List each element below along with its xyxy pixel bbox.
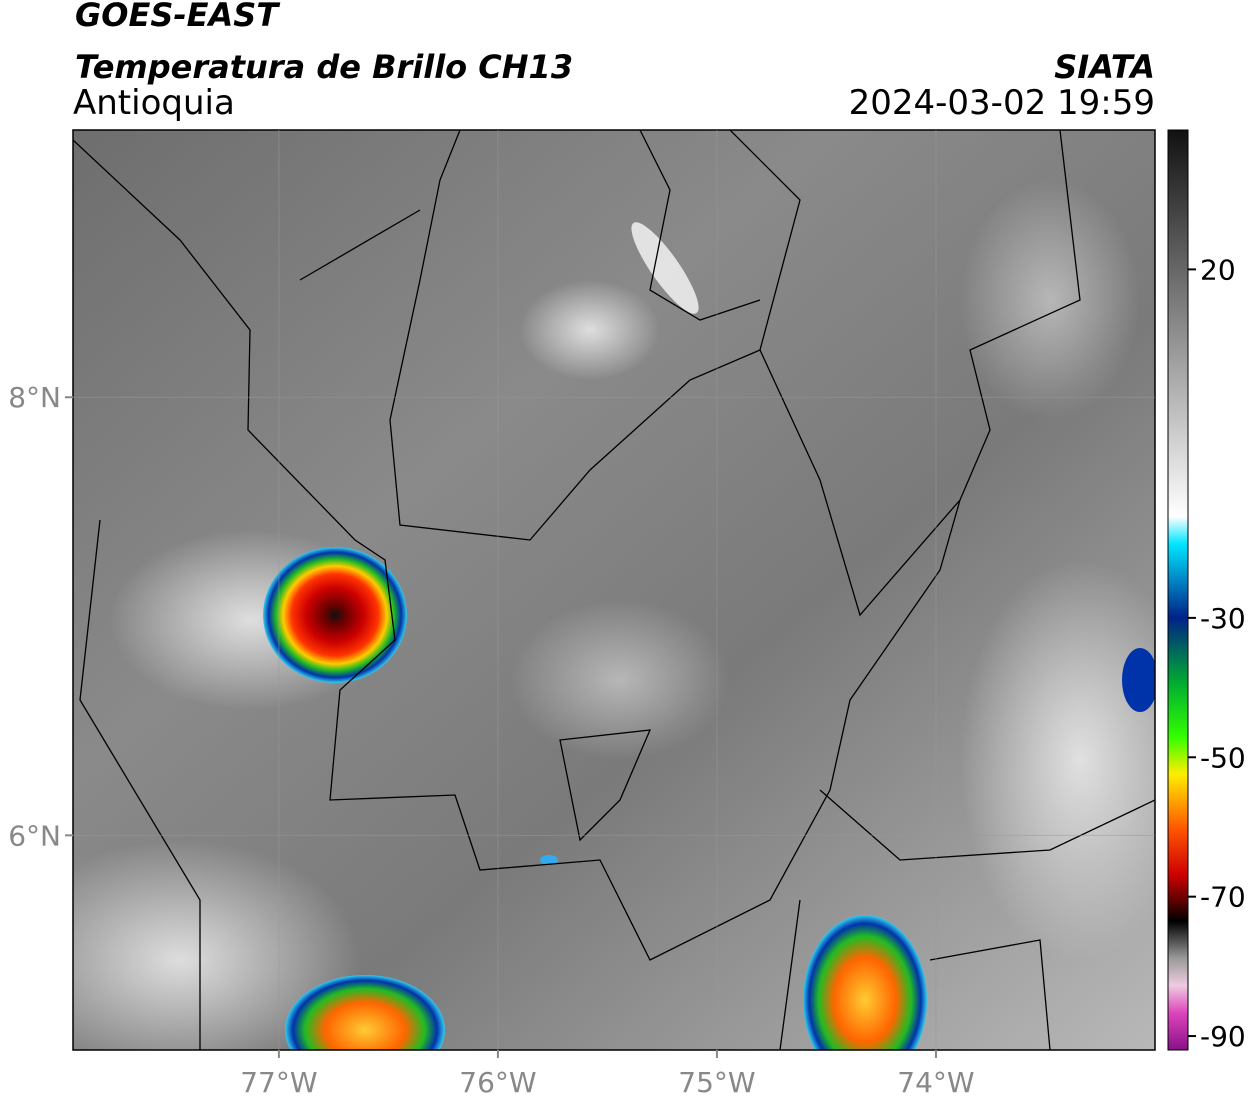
subtitle: Temperatura de Brillo CH13 bbox=[75, 48, 573, 86]
datetime: 2024-03-02 19:59 bbox=[849, 83, 1155, 123]
x-tick-label: 76°W bbox=[459, 1066, 536, 1099]
region: Antioquia bbox=[73, 83, 235, 123]
x-tick-label: 74°W bbox=[897, 1066, 974, 1099]
x-tick-label: 75°W bbox=[678, 1066, 755, 1099]
colorbar-tick-label: -30 bbox=[1200, 602, 1246, 635]
source: SIATA bbox=[1054, 48, 1155, 86]
y-tick-label: 8°N bbox=[8, 381, 61, 414]
colorbar bbox=[1167, 129, 1189, 1051]
y-tick-label: 6°N bbox=[8, 819, 61, 852]
colorbar-tick-label: -70 bbox=[1200, 881, 1246, 914]
satellite-image bbox=[73, 130, 1155, 1050]
colorbar-tick-label: -50 bbox=[1200, 741, 1246, 774]
colorbar-tick-label: 20 bbox=[1200, 253, 1236, 286]
map-frame bbox=[72, 129, 1156, 1051]
title: GOES-EAST bbox=[75, 0, 280, 34]
colorbar-tick-label: -90 bbox=[1200, 1020, 1246, 1053]
x-tick-label: 77°W bbox=[240, 1066, 317, 1099]
